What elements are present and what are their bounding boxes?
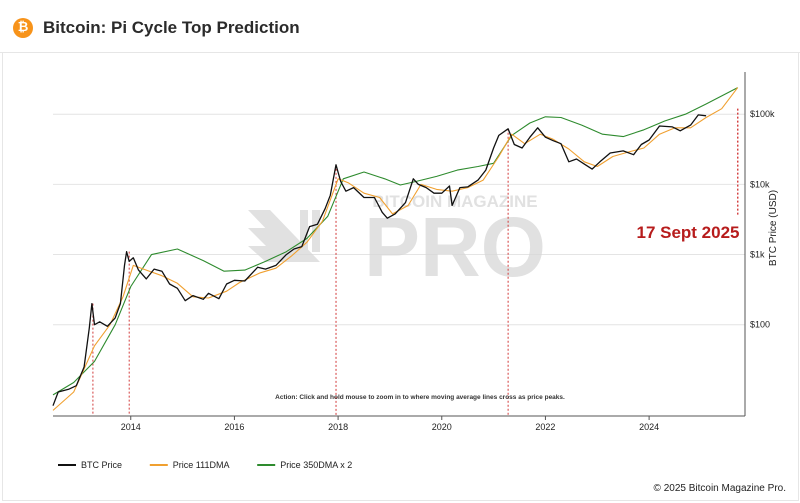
- series-line-price-111dma[interactable]: [52, 87, 739, 411]
- series-line-btc-price[interactable]: [52, 114, 707, 406]
- legend-label: BTC Price: [81, 460, 122, 470]
- prediction-date-label: 17 Sept 2025: [636, 223, 739, 242]
- y-tick-label: $100: [750, 320, 770, 330]
- x-tick-label: 2020: [432, 422, 452, 432]
- legend-item[interactable]: Price 350DMA x 2: [257, 460, 352, 470]
- legend-label: Price 111DMA: [173, 460, 230, 470]
- y-tick-label: $10k: [750, 179, 770, 189]
- y-tick-label: $1k: [750, 250, 765, 260]
- zoom-instruction-note: Action: Click and hold mouse to zoom in …: [275, 394, 565, 401]
- series-lines: [52, 87, 739, 411]
- watermark: BITCOIN MAGAZINE PRO: [248, 192, 546, 294]
- chart-frame: [2, 52, 799, 501]
- x-tick-label: 2022: [535, 422, 555, 432]
- x-tick-label: 2024: [639, 422, 659, 432]
- x-tick-label: 2018: [328, 422, 348, 432]
- bitcoin-logo-icon: ₿: [13, 18, 33, 38]
- grid-lines: [53, 113, 745, 326]
- x-tick-label: 2014: [121, 422, 141, 432]
- header-bar: ₿ Bitcoin: Pi Cycle Top Prediction: [0, 0, 800, 53]
- y-axis: $100 $1k $10k $100k: [744, 72, 775, 416]
- y-axis-title: BTC Price (USD): [768, 190, 779, 266]
- x-tick-label: 2016: [224, 422, 244, 432]
- legend: BTC Price Price 111DMA Price 350DMA x 2: [58, 460, 352, 470]
- page-title: Bitcoin: Pi Cycle Top Prediction: [43, 18, 300, 37]
- legend-item[interactable]: BTC Price: [58, 460, 122, 470]
- watermark-pro-text: PRO: [364, 200, 546, 294]
- crossover-markers: [92, 108, 739, 416]
- series-line-price-350dma-x-2[interactable]: [52, 87, 738, 396]
- watermark-stripes-icon: [248, 210, 320, 262]
- legend-label: Price 350DMA x 2: [280, 460, 352, 470]
- legend-item[interactable]: Price 111DMA: [149, 460, 230, 470]
- copyright-footer: © 2025 Bitcoin Magazine Pro.: [653, 483, 786, 494]
- x-axis: 2014 2016 2018 2020 2022 2024: [53, 415, 745, 432]
- y-tick-label: $100k: [750, 109, 775, 119]
